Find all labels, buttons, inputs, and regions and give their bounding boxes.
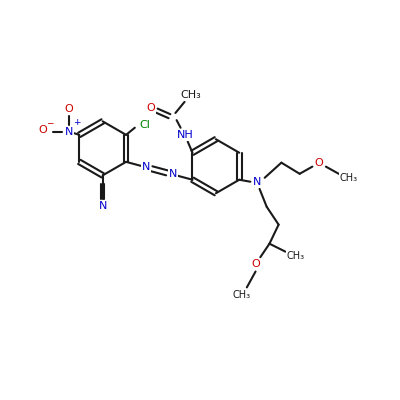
Text: NH: NH	[177, 130, 194, 140]
Text: CH₃: CH₃	[340, 173, 358, 183]
Text: Cl: Cl	[139, 120, 150, 130]
Text: CH₃: CH₃	[180, 90, 201, 100]
Text: CH₃: CH₃	[233, 290, 251, 300]
Text: N: N	[64, 127, 73, 137]
Text: CH₃: CH₃	[286, 251, 304, 261]
Text: −: −	[46, 118, 53, 128]
Text: N: N	[142, 162, 150, 172]
Text: O: O	[64, 104, 73, 114]
Text: O: O	[251, 259, 260, 269]
Text: +: +	[73, 118, 80, 128]
Text: O: O	[315, 158, 324, 168]
Text: N: N	[168, 169, 177, 179]
Text: O: O	[38, 125, 47, 135]
Text: N: N	[98, 200, 107, 210]
Text: N: N	[253, 177, 262, 187]
Text: O: O	[146, 103, 155, 113]
